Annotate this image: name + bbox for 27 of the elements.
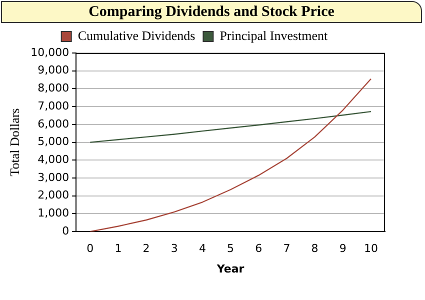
legend-label: Cumulative Dividends (78, 28, 196, 43)
y-tick-label: 0 (62, 224, 70, 238)
x-axis-title: Year (216, 262, 245, 276)
y-axis-title: Total Dollars (7, 108, 22, 176)
x-tick-label: 2 (142, 242, 150, 256)
x-tick-label: 1 (114, 242, 122, 256)
y-tick-label: 10,000 (30, 46, 70, 59)
x-tick-label: 8 (311, 242, 318, 256)
chart-title: Comparing Dividends and Stock Price (1, 1, 422, 23)
y-tick-label: 7,000 (38, 99, 70, 112)
y-tick-label: 4,000 (38, 153, 70, 166)
x-tick-label: 6 (255, 242, 262, 256)
y-tick-label: 6,000 (38, 117, 70, 130)
y-tick-label: 9,000 (38, 64, 70, 77)
legend-label: Principal Investment (220, 28, 328, 43)
y-tick-label: 8,000 (38, 82, 70, 95)
y-tick-label: 3,000 (38, 170, 70, 184)
x-tick-label: 4 (198, 242, 206, 256)
x-tick-label: 10 (364, 242, 378, 256)
x-tick-label: 9 (339, 242, 346, 256)
x-tick-label: 5 (227, 242, 234, 256)
y-tick-label: 2,000 (38, 188, 70, 202)
y-tick-label: 1,000 (38, 206, 70, 220)
y-tick-label: 5,000 (38, 135, 70, 148)
x-tick-label: 0 (86, 242, 94, 256)
x-tick-label: 7 (283, 242, 290, 256)
x-tick-label: 3 (170, 242, 178, 256)
